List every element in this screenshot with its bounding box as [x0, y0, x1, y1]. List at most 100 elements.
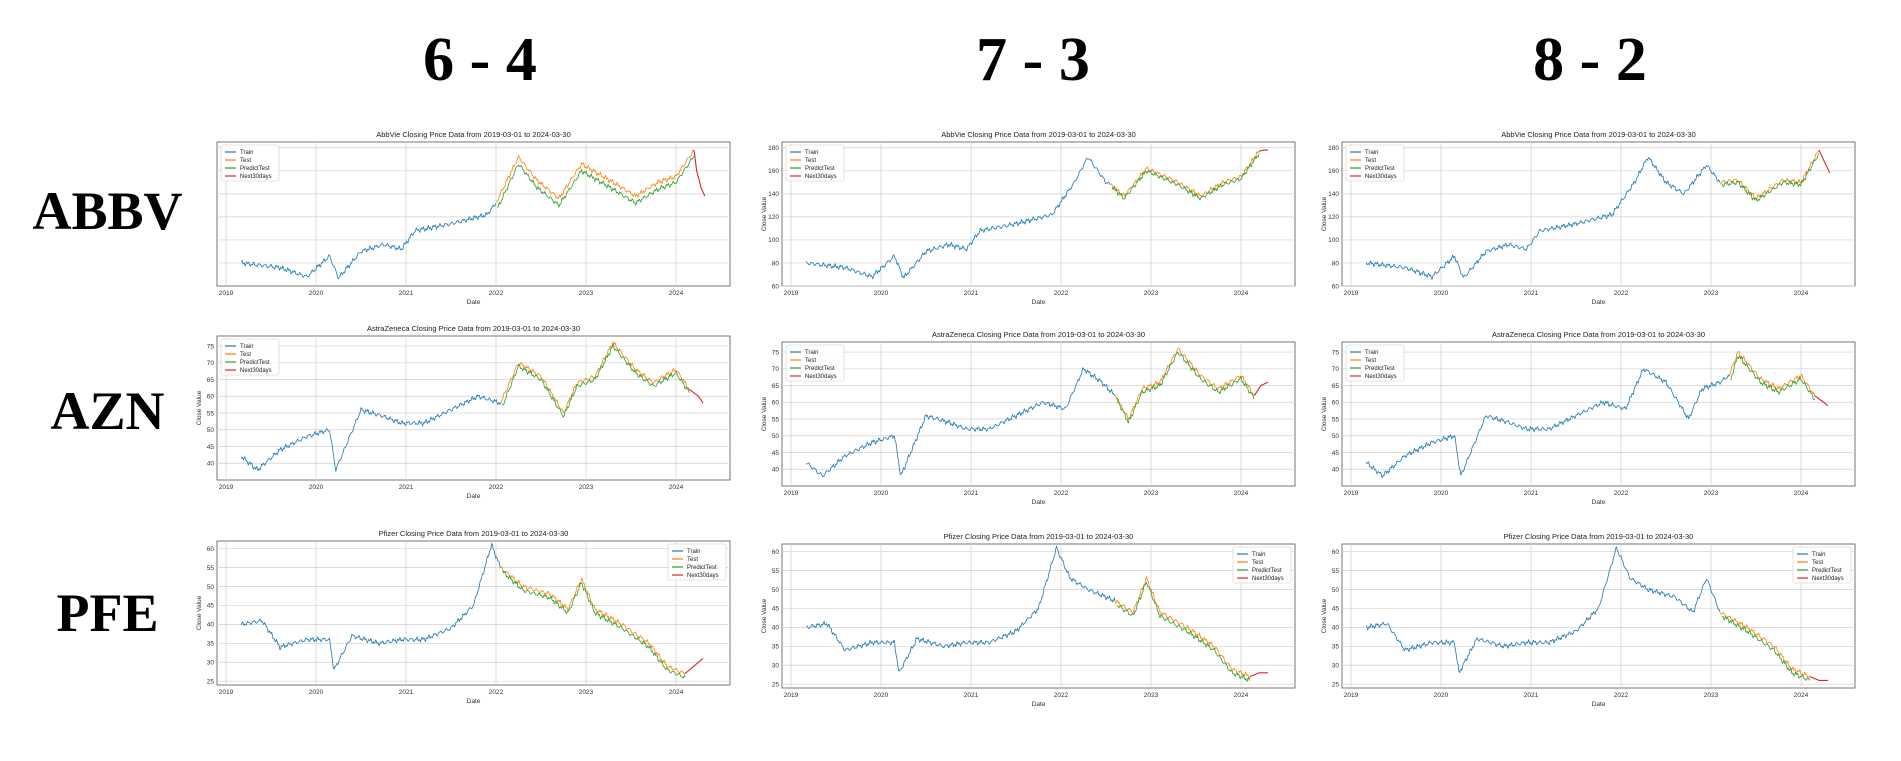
- y-tick-label: 30: [207, 660, 215, 667]
- x-tick-label: 2023: [1704, 490, 1719, 497]
- y-tick-label: 60: [1332, 400, 1340, 407]
- legend-label-next30days: Next30days: [240, 174, 272, 180]
- x-tick-label: 2023: [579, 689, 594, 696]
- y-tick-label: 30: [772, 663, 780, 670]
- y-tick-label: 100: [1328, 237, 1339, 244]
- plot-area: [781, 341, 1296, 487]
- series-line-test: [1728, 351, 1815, 396]
- series-line-train: [240, 543, 501, 670]
- x-tick-label: 2022: [1054, 490, 1069, 497]
- y-tick-label: 50: [1332, 587, 1340, 594]
- x-tick-label: 2019: [219, 484, 234, 491]
- x-tick-label: 2024: [1234, 490, 1249, 497]
- chart-title: AbbVie Closing Price Data from 2019-03-0…: [376, 130, 571, 139]
- chart-pfe-8-2: Pfizer Closing Price Data from 2019-03-0…: [1320, 530, 1865, 720]
- legend-label-train: Train: [805, 150, 818, 156]
- legend-label-train: Train: [687, 549, 700, 555]
- chart-title: AbbVie Closing Price Data from 2019-03-0…: [1501, 130, 1696, 139]
- x-tick-label: 2020: [309, 689, 324, 696]
- chart-pfe-7-3: Pfizer Closing Price Data from 2019-03-0…: [760, 530, 1305, 720]
- x-tick-label: 2019: [1344, 692, 1359, 699]
- series-line-next30days: [1254, 381, 1269, 396]
- y-tick-label: 45: [1332, 606, 1340, 613]
- x-tick-label: 2024: [1794, 692, 1809, 699]
- legend-label-predicttest: PredictTest: [1812, 568, 1842, 574]
- y-tick-label: 55: [207, 565, 215, 572]
- legend-label-train: Train: [1365, 150, 1378, 156]
- y-tick-label: 75: [207, 343, 215, 350]
- series-line-train: [806, 545, 1116, 672]
- x-tick-label: 2022: [1614, 490, 1629, 497]
- series-line-test: [1719, 612, 1811, 679]
- y-tick-label: 70: [772, 366, 780, 373]
- chart-title: Pfizer Closing Price Data from 2019-03-0…: [944, 532, 1134, 541]
- series-line-predicttest: [1116, 582, 1251, 682]
- y-tick-label: 30: [1332, 663, 1340, 670]
- chart-title: AstraZeneca Closing Price Data from 2019…: [367, 324, 580, 333]
- series-line-predicttest: [497, 155, 695, 209]
- x-tick-label: 2022: [1054, 692, 1069, 699]
- y-axis-label: Close Value: [1321, 598, 1328, 633]
- series-line-train: [240, 202, 497, 280]
- legend-label-test: Test: [805, 358, 816, 364]
- legend-label-next30days: Next30days: [805, 174, 837, 180]
- legend-label-predicttest: PredictTest: [805, 366, 835, 372]
- x-tick-label: 2023: [1704, 692, 1719, 699]
- legend-box: [220, 338, 280, 376]
- chart-pfe-6-4: Pfizer Closing Price Data from 2019-03-0…: [195, 527, 740, 717]
- x-axis-label: Date: [1592, 499, 1606, 506]
- series-line-test: [495, 149, 695, 203]
- x-tick-label: 2022: [1054, 290, 1069, 297]
- y-axis-label: Close Value: [761, 396, 768, 431]
- y-axis-label: Close Value: [761, 598, 768, 633]
- y-tick-label: 50: [772, 587, 780, 594]
- y-axis-label: Close Value: [1321, 196, 1328, 231]
- y-tick-label: 180: [768, 145, 779, 152]
- legend-label-predicttest: PredictTest: [687, 565, 717, 571]
- legend-label-predicttest: PredictTest: [240, 166, 270, 172]
- legend-label-predicttest: PredictTest: [1365, 366, 1395, 372]
- y-tick-label: 25: [1332, 682, 1340, 689]
- y-axis-label: Close Value: [761, 196, 768, 231]
- legend-label-train: Train: [1812, 552, 1825, 558]
- x-axis-label: Date: [1032, 499, 1046, 506]
- x-tick-label: 2021: [1524, 692, 1539, 699]
- legend-label-test: Test: [1365, 358, 1376, 364]
- x-axis-label: Date: [467, 299, 481, 306]
- row-header-azn: AZN: [50, 381, 165, 441]
- y-tick-label: 75: [1332, 349, 1340, 356]
- y-tick-label: 55: [207, 410, 215, 417]
- x-tick-label: 2023: [1144, 290, 1159, 297]
- x-tick-label: 2019: [219, 689, 234, 696]
- x-tick-label: 2023: [1144, 490, 1159, 497]
- legend-label-next30days: Next30days: [1365, 374, 1397, 380]
- plot-area: [216, 141, 731, 287]
- series-line-predicttest: [502, 570, 686, 679]
- series-line-predicttest: [1116, 352, 1255, 424]
- legend-box: [1345, 344, 1405, 382]
- y-tick-label: 55: [772, 568, 780, 575]
- x-tick-label: 2020: [309, 290, 324, 297]
- legend-label-train: Train: [1252, 552, 1265, 558]
- x-tick-label: 2019: [219, 290, 234, 297]
- y-tick-label: 25: [772, 682, 780, 689]
- y-tick-label: 35: [207, 641, 215, 648]
- x-tick-label: 2019: [784, 490, 799, 497]
- y-tick-label: 180: [1328, 145, 1339, 152]
- series-line-predicttest: [1721, 616, 1811, 681]
- series-line-predicttest: [1721, 153, 1820, 202]
- series-line-test: [1114, 347, 1255, 420]
- legend-label-test: Test: [805, 158, 816, 164]
- chart-title: AstraZeneca Closing Price Data from 2019…: [932, 330, 1145, 339]
- y-tick-label: 70: [1332, 366, 1340, 373]
- y-tick-label: 40: [207, 622, 215, 629]
- chart-title: Pfizer Closing Price Data from 2019-03-0…: [1504, 532, 1694, 541]
- chart-azn-6-4: AstraZeneca Closing Price Data from 2019…: [195, 322, 740, 512]
- series-line-test: [1114, 576, 1251, 680]
- y-tick-label: 80: [772, 260, 780, 267]
- legend-label-next30days: Next30days: [1812, 576, 1844, 582]
- series-line-next30days: [1818, 149, 1831, 174]
- y-tick-label: 60: [207, 546, 215, 553]
- legend-label-next30days: Next30days: [805, 374, 837, 380]
- y-tick-label: 65: [1332, 383, 1340, 390]
